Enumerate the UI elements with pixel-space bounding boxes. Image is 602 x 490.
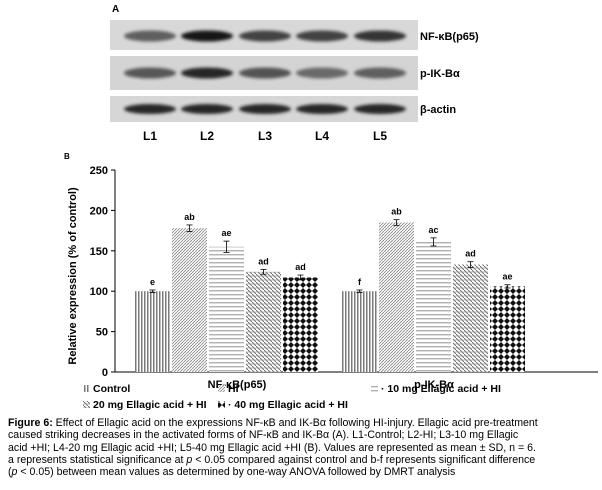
legend-swatch (218, 401, 225, 408)
bar (342, 291, 377, 372)
legend-label: HI (228, 383, 239, 395)
significance-label: ad (465, 249, 476, 259)
blot-band (239, 104, 291, 114)
blot-band (181, 104, 233, 114)
legend-swatch (218, 385, 225, 392)
caption-line: acid +HI; L4-20 mg Ellagic acid +HI; L5-… (8, 441, 536, 454)
lane-label: L2 (200, 129, 214, 143)
caption-line: (p < 0.05) between mean values as determ… (8, 466, 456, 479)
bar (453, 264, 488, 372)
blot-label-nfkb: NF-κB(p65) (420, 31, 479, 43)
blot-band (239, 67, 291, 79)
x-category-label: p-IK-Bα (414, 379, 454, 391)
bar (135, 291, 170, 372)
blot-band (124, 67, 176, 79)
figure-caption: Figure 6: Effect of Ellagic acid on the … (8, 417, 596, 478)
caption-line: a represents statistical significance at… (8, 453, 536, 466)
significance-label: ab (184, 212, 195, 222)
y-axis-title: Relative expression (% of control) (67, 187, 79, 365)
blot-panel-label: A (112, 4, 119, 15)
caption-label: Figure 6: (8, 417, 53, 429)
significance-label: ad (258, 256, 269, 266)
caption-line: caused striking decreases in the activat… (8, 429, 519, 442)
significance-label: f (358, 277, 362, 287)
bar-chart: B Relative expression (% of control) 0 50… (64, 152, 598, 411)
blot-label-pikba: p-IK-Bα (420, 68, 460, 80)
blot-band (296, 30, 348, 42)
bar (416, 241, 451, 372)
significance-label: ac (428, 225, 438, 235)
blot-band (354, 67, 406, 79)
blot-band (124, 30, 176, 42)
legend-swatch (83, 385, 90, 392)
blot-label-actin: β-actin (420, 104, 456, 116)
y-tick-label: 250 (90, 165, 108, 177)
legend-label: · 40 mg Ellagic acid + HI (228, 399, 348, 411)
bar (490, 286, 525, 372)
blot-band (296, 67, 348, 79)
caption-line: Figure 6: Effect of Ellagic acid on the … (8, 417, 538, 429)
y-tick-label: 200 (90, 205, 108, 217)
western-blot: A NF-κB(p65) p-IK-Bα β-actin L1 L2 L3 L4… (110, 4, 479, 143)
legend-swatch (83, 401, 90, 408)
lane-label: L1 (143, 129, 157, 143)
lane-label: L3 (258, 129, 272, 143)
legend-label: 20 mg Ellagic acid + HI (93, 399, 207, 411)
significance-label: e (150, 277, 155, 287)
lane-label: L5 (373, 129, 387, 143)
blot-band (354, 30, 406, 42)
blot-band (354, 104, 406, 114)
blot-band (296, 104, 348, 114)
blot-band (181, 67, 233, 79)
blot-band (124, 104, 176, 114)
y-tick-label: 50 (96, 327, 108, 339)
y-tick-label: 100 (90, 286, 108, 298)
bar (209, 246, 244, 372)
blot-band (239, 30, 291, 42)
legend-label: · 10 mg Ellagic acid + HI (381, 383, 501, 395)
lane-label: L4 (315, 129, 329, 143)
bar (283, 277, 318, 372)
bar (379, 222, 414, 372)
legend-swatch (371, 385, 378, 392)
significance-label: ad (295, 262, 306, 272)
y-tick-label: 0 (102, 367, 108, 379)
blot-band (181, 30, 233, 42)
significance-label: ab (391, 207, 402, 217)
bar (246, 271, 281, 372)
bar (172, 228, 207, 372)
y-tick-label: 150 (90, 246, 108, 258)
legend-label: Control (93, 383, 130, 395)
chart-panel-label: B (64, 152, 70, 161)
significance-label: ae (502, 272, 512, 282)
significance-label: ae (221, 228, 231, 238)
